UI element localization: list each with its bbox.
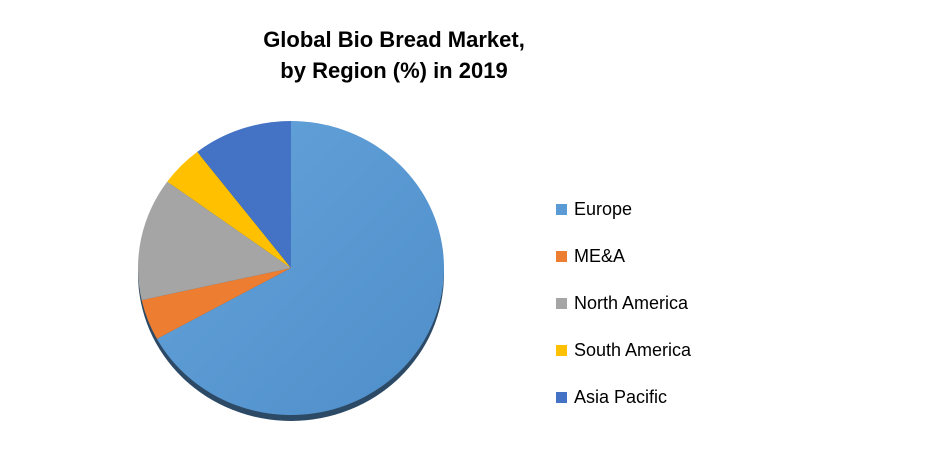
legend-label-north-america: North America xyxy=(574,293,689,313)
pie-slices xyxy=(137,121,445,415)
chart-title: Global Bio Bread Market, by Region (%) i… xyxy=(244,24,544,86)
legend-swatch-europe xyxy=(556,204,567,215)
pie-slice-north-america xyxy=(137,181,291,301)
legend-swatch-north-america xyxy=(556,298,567,309)
legend-item-asia-pacific: Asia Pacific xyxy=(556,374,691,421)
legend-label-europe: Europe xyxy=(574,199,633,219)
pie-slice-south-america xyxy=(167,151,291,268)
chart-title-line-2: by Region (%) in 2019 xyxy=(280,58,508,83)
legend-swatch-south-america xyxy=(556,345,567,356)
legend-label-south-america: South America xyxy=(574,340,692,360)
legend-item-south-america: South America xyxy=(556,327,691,374)
legend-swatch-mea xyxy=(556,251,567,262)
legend-item-europe: Europe xyxy=(556,186,691,233)
legend-swatch-asia-pacific xyxy=(556,392,567,403)
legend-label-mea: ME&A xyxy=(574,246,626,266)
pie-slice-me-a xyxy=(141,268,291,339)
legend-label-asia-pacific: Asia Pacific xyxy=(574,387,668,407)
pie-slice-europe xyxy=(156,121,445,415)
pie-slice-asia-pacific xyxy=(197,121,291,268)
chart-title-line-1: Global Bio Bread Market, xyxy=(263,27,525,52)
legend-item-mea: ME&A xyxy=(556,233,691,280)
legend-item-north-america: North America xyxy=(556,280,691,327)
legend: Europe ME&A North America South America … xyxy=(556,186,691,421)
